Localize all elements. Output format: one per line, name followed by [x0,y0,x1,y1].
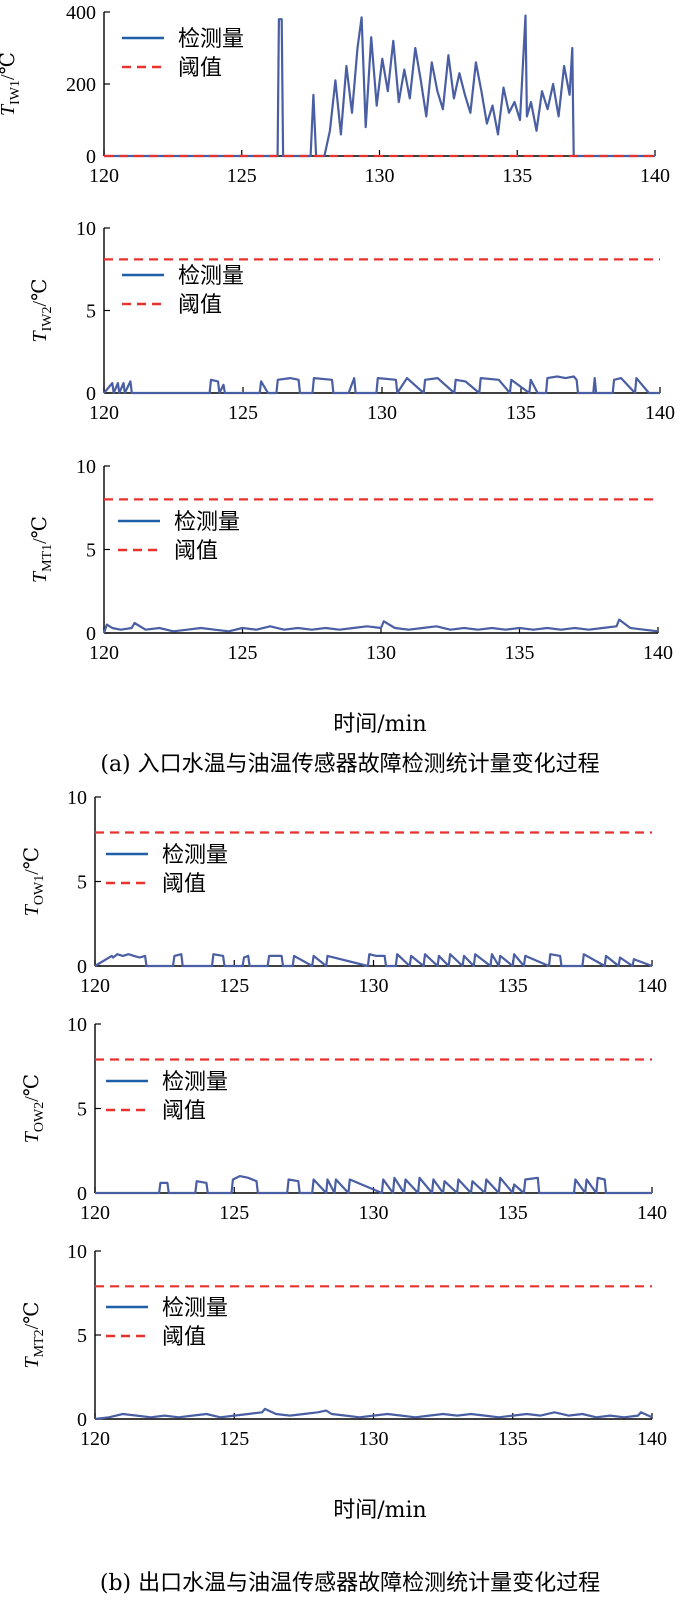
x-tick-label: 130 [359,975,389,997]
y-axis-label: TIW1/℃ [0,52,23,116]
y-tick-label: 5 [86,540,96,562]
y-tick-label: 0 [86,383,96,405]
x-tick-label: 130 [367,402,397,424]
y-tick-label: 10 [67,1241,87,1263]
y-tick-label: 0 [86,146,96,168]
x-tick-label: 125 [228,402,258,424]
y-axis-label: TOW2/℃ [21,1074,47,1143]
x-tick-label: 120 [80,975,110,997]
y-tick-label: 5 [77,1325,87,1347]
detection-series-line [94,1407,653,1421]
legend-label: 检测量 [178,263,244,288]
y-axis-label: TOW1/℃ [21,847,47,916]
legend-label: 阈值 [178,55,222,80]
y-axis-label: TIW2/℃ [29,279,55,343]
x-axis-label-a: 时间/min [333,712,427,737]
legend-label: 阈值 [162,1324,206,1349]
x-tick-label: 135 [502,165,532,187]
y-tick-label: 0 [86,623,96,645]
x-tick-label: 125 [227,165,257,187]
legend-label: 阈值 [178,292,222,317]
y-axis-label: TMT2/℃ [21,1301,47,1368]
x-tick-label: 135 [498,1202,528,1224]
caption-a: (a) 入口水温与油温传感器故障检测统计量变化过程 [100,752,600,777]
x-tick-label: 120 [80,1428,110,1450]
detection-series-line [94,953,653,968]
x-axis-label-b: 时间/min [333,1498,427,1523]
caption-b: (b) 出口水温与油温传感器故障检测统计量变化过程 [99,1571,601,1596]
y-tick-label: 10 [76,218,96,240]
legend-label: 阈值 [162,871,206,896]
x-tick-label: 140 [637,975,667,997]
x-tick-label: 140 [637,1428,667,1450]
x-tick-label: 135 [506,402,536,424]
x-tick-label: 125 [228,642,258,664]
y-tick-label: 10 [76,456,96,478]
x-tick-label: 140 [637,1202,667,1224]
y-tick-label: 400 [66,2,96,24]
x-tick-label: 120 [89,165,119,187]
x-tick-label: 120 [80,1202,110,1224]
x-tick-label: 140 [643,642,673,664]
x-tick-label: 140 [645,402,675,424]
legend-label: 检测量 [174,509,240,534]
y-tick-label: 200 [66,74,96,96]
y-tick-label: 5 [77,1099,87,1121]
legend-label: 阈值 [162,1098,206,1123]
legend-label: 阈值 [174,538,218,563]
x-tick-label: 120 [89,642,119,664]
detection-series-line [104,14,655,158]
x-tick-label: 125 [219,1428,249,1450]
detection-series-line [102,618,659,634]
x-tick-label: 120 [89,402,119,424]
x-tick-label: 130 [359,1202,389,1224]
y-axis-label: TMT1/℃ [29,516,55,583]
x-tick-label: 125 [219,1202,249,1224]
x-tick-label: 135 [505,642,535,664]
x-tick-label: 130 [359,1428,389,1450]
x-tick-label: 140 [640,165,670,187]
y-tick-label: 0 [77,1409,87,1431]
legend-label: 检测量 [162,842,228,867]
x-tick-label: 135 [498,975,528,997]
y-tick-label: 0 [77,1183,87,1205]
y-tick-label: 0 [77,956,87,978]
detection-series-line [95,1174,652,1195]
y-tick-label: 10 [67,1014,87,1036]
y-tick-label: 5 [86,301,96,323]
x-tick-label: 130 [366,642,396,664]
x-tick-label: 125 [219,975,249,997]
legend-label: 检测量 [162,1069,228,1094]
y-tick-label: 10 [67,787,87,809]
x-tick-label: 130 [365,165,395,187]
x-tick-label: 135 [498,1428,528,1450]
legend-label: 检测量 [162,1295,228,1320]
legend-label: 检测量 [178,26,244,51]
detection-series-line [103,375,660,395]
y-tick-label: 5 [77,872,87,894]
